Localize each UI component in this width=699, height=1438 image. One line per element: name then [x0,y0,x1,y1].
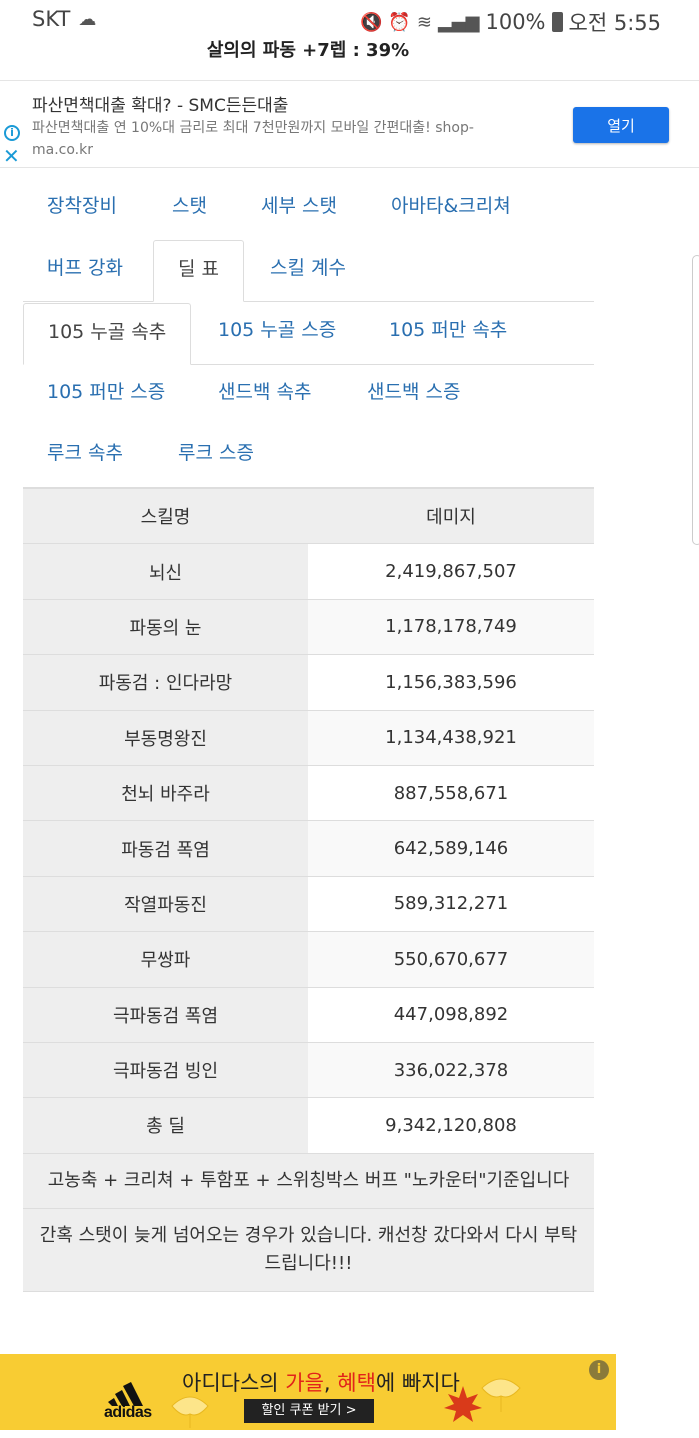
table-row: 극파동검 빙인 336,022,378 [23,1042,594,1099]
signal-icon: ▂▄▆ [437,11,480,33]
damage-value: 1,178,178,749 [308,599,594,655]
subtab-sandbag-sokchu[interactable]: 샌드백 속추 [218,381,312,403]
header-damage: 데미지 [308,489,594,544]
table-row: 천뇌 바주라 887,558,671 [23,765,594,822]
info-icon[interactable]: i [589,1360,609,1380]
note-buff-basis: 고농축 + 크리쳐 + 투함포 + 스위칭박스 버프 "노카운터"기준입니다 [23,1153,594,1209]
maple-leaf-icon [444,1386,482,1422]
tab-stats[interactable]: 스탯 [172,195,207,217]
damage-table: 스킬명 데미지 뇌신 2,419,867,507 파동의 눈 1,178,178… [23,487,594,1292]
tab-detail-stats[interactable]: 세부 스탯 [261,195,337,217]
battery-icon [551,12,563,32]
total-label: 총 딜 [23,1098,308,1153]
ad-banner[interactable]: 파산면책대출 확대? - SMC든든대출 파산면책대출 연 10%대 금리로 최… [0,80,699,168]
skill-name: 극파동검 빙인 [23,1042,308,1098]
damage-value: 1,156,383,596 [308,655,594,710]
tab-buff-enhance[interactable]: 버프 강화 [47,257,123,279]
skill-name: 뇌신 [23,544,308,599]
table-row: 파동검 폭염 642,589,146 [23,821,594,877]
table-row: 파동의 눈 1,178,178,749 [23,599,594,656]
table-row-total: 총 딜 9,342,120,808 [23,1098,594,1154]
skill-name: 부동명왕진 [23,710,308,765]
table-row: 작열파동진 589,312,271 [23,876,594,933]
ad-headline[interactable]: 아디다스의 가을, 혜택에 빠지다 [182,1371,460,1395]
ad-title[interactable]: 파산면책대출 확대? - SMC든든대출 [32,96,289,116]
mute-icon: 🔇 [360,11,383,33]
brand-name: adidas [104,1404,152,1421]
subtab-105-perman-sokchu[interactable]: 105 퍼만 속추 [389,319,508,341]
adidas-logo-icon [108,1382,143,1406]
subtab-105-nugol-sokchu[interactable]: 105 누골 속추 [23,303,192,365]
ginkgo-leaf-icon [481,1378,521,1412]
header-skill-name: 스킬명 [23,489,308,544]
ginkgo-leaf-icon [171,1396,209,1428]
cloud-icon: ☁ [78,8,97,30]
clock: 오전 5:55 [568,11,661,35]
damage-value: 447,098,892 [308,987,594,1042]
edge-panel-handle[interactable] [692,255,699,545]
skill-name: 무쌍파 [23,932,308,987]
subtab-luke-sokchu[interactable]: 루크 속추 [47,442,123,464]
battery-percent: 100% [485,10,546,34]
close-icon[interactable]: ✕ [3,144,20,168]
wifi-icon: ≋ [416,11,432,33]
table-row: 뇌신 2,419,867,507 [23,544,594,600]
tab-divider [23,301,594,302]
subtab-sandbag-seujeung[interactable]: 샌드백 스증 [367,381,461,403]
damage-value: 887,558,671 [308,765,594,821]
skill-name: 파동검 폭염 [23,821,308,876]
tab-damage-table[interactable]: 딜 표 [153,240,244,302]
info-icon[interactable]: i [4,125,20,141]
damage-value: 642,589,146 [308,821,594,876]
table-header: 스킬명 데미지 [23,489,594,545]
subtab-divider [190,364,594,365]
status-bar: SKT ☁ 🔇 ⏰ ≋ ▂▄▆ 100% 오전 5:55 [0,0,699,40]
tab-equipment[interactable]: 장착장비 [47,195,117,217]
table-row: 무쌍파 550,670,677 [23,932,594,988]
bottom-ad-banner[interactable]: adidas 아디다스의 가을, 혜택에 빠지다 할인 쿠폰 받기 > i [0,1354,616,1430]
skill-name: 극파동검 폭염 [23,987,308,1042]
skill-name: 천뇌 바주라 [23,765,308,821]
skill-name: 파동의 눈 [23,599,308,655]
table-row: 부동명왕진 1,134,438,921 [23,710,594,766]
ad-description[interactable]: 파산면책대출 연 10%대 금리로 최대 7천만원까지 모바일 간편대출! sh… [32,120,474,158]
skill-name: 작열파동진 [23,876,308,932]
subtab-105-perman-seujeung[interactable]: 105 퍼만 스증 [47,381,166,403]
page-title: 살의의 파동 +7렙 : 39% [206,40,410,58]
damage-value: 589,312,271 [308,876,594,932]
total-damage: 9,342,120,808 [308,1098,594,1153]
carrier-label: SKT [32,7,71,31]
alarm-icon: ⏰ [388,11,411,33]
table-row: 극파동검 폭염 447,098,892 [23,987,594,1043]
subtab-luke-seujeung[interactable]: 루크 스증 [178,442,254,464]
table-row: 파동검 : 인다라망 1,156,383,596 [23,655,594,711]
skill-name: 파동검 : 인다라망 [23,655,308,710]
note-stat-delay: 간혹 스탯이 늦게 넘어오는 경우가 있습니다. 캐선창 갔다와서 다시 부탁드… [23,1208,594,1292]
subtab-105-nugol-seujeung[interactable]: 105 누골 스증 [218,319,337,341]
damage-value: 2,419,867,507 [308,544,594,599]
damage-value: 1,134,438,921 [308,710,594,765]
ad-open-button[interactable]: 열기 [573,107,669,143]
damage-value: 550,670,677 [308,932,594,987]
damage-value: 336,022,378 [308,1042,594,1098]
tab-skill-coefficient[interactable]: 스킬 계수 [270,257,346,279]
coupon-button[interactable]: 할인 쿠폰 받기 > [244,1399,374,1423]
tab-avatar-creature[interactable]: 아바타&크리쳐 [391,195,511,217]
